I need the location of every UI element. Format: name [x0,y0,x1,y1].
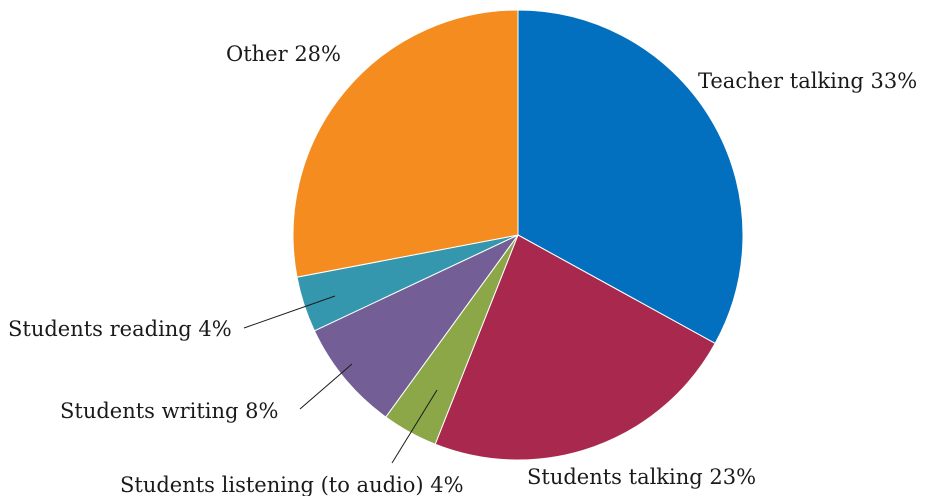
slice-students-talking [434,234,716,461]
label-students-writing: Students writing 8% [60,399,278,423]
leader-line-students-reading [243,295,336,329]
slice-students-writing [313,234,519,418]
leader-line-students-writing [299,363,353,410]
pie-slices [292,9,744,461]
slice-teacher-talking [517,9,744,345]
leader-lines [243,295,438,464]
label-students-talking: Students talking 23% [527,465,756,489]
leader-line-students-listening-to-audio [391,389,438,464]
label-students-reading: Students reading 4% [8,317,232,341]
label-students-listening-to-audio: Students listening (to audio) 4% [120,473,464,496]
slice-other [292,9,519,278]
label-other: Other 28% [226,42,341,66]
label-teacher-talking: Teacher talking 33% [698,69,917,93]
slice-labels: Teacher talking 33% Students talking 23% S… [8,42,917,497]
